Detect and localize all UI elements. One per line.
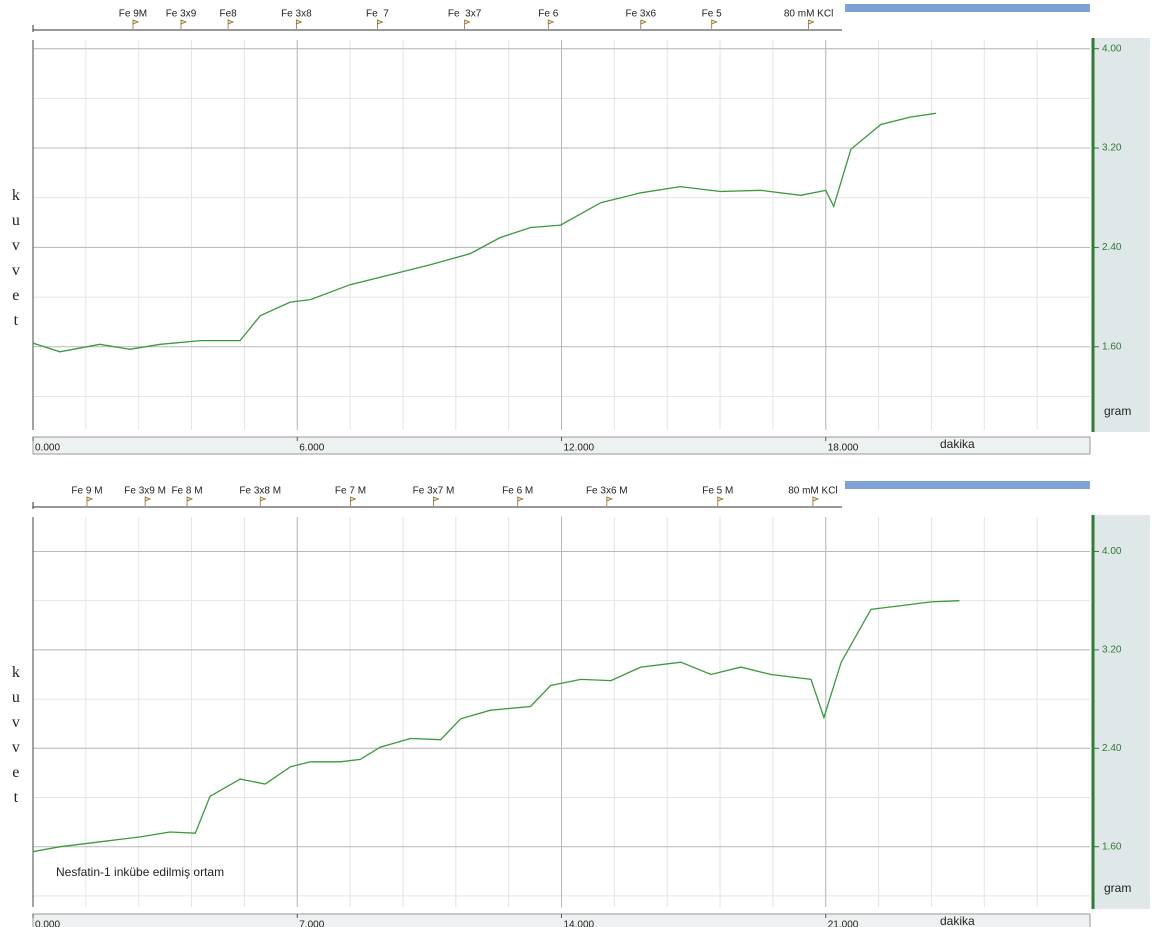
y-tick-label: 1.60: [1102, 341, 1122, 352]
x-axis-label: dakika: [940, 914, 975, 927]
event-label: Fe 3x7 M: [413, 486, 455, 497]
event-flag: [295, 19, 303, 29]
event-flag: [144, 496, 152, 506]
event-label: Fe 5: [702, 9, 722, 20]
x-axis-label: dakika: [940, 437, 975, 451]
event-label: 80 mM KCl: [788, 486, 837, 497]
event-label: Fe 6: [538, 9, 558, 20]
event-flag: [547, 19, 555, 29]
y-axis-strip: [1092, 38, 1150, 432]
event-label: Fe 9 M: [71, 486, 102, 497]
scroll-bar: [845, 4, 1090, 12]
data-line: [32, 600, 960, 853]
y-unit: gram: [1104, 404, 1131, 418]
panel: Fe 9M Fe 3x9 Fe8 Fe 3x8 Fe 7 Fe 3x7 Fe 6 Fe 3x6…: [7, 4, 1150, 455]
event-label: Fe 3x6 M: [586, 486, 628, 497]
event-flag: [517, 496, 524, 506]
y-tick-label: 4.00: [1102, 43, 1122, 54]
event-flag: [606, 496, 613, 506]
y-tick-label: 2.40: [1102, 242, 1122, 253]
y-tick-label: 3.20: [1102, 645, 1122, 656]
y-axis-strip: [1092, 515, 1150, 909]
event-flag: [132, 19, 140, 29]
event-flag: [227, 19, 235, 29]
event-label: Fe 7 M: [335, 486, 366, 497]
event-flag: [377, 19, 384, 29]
data-line: [32, 112, 936, 353]
event-flag: [433, 496, 440, 506]
event-label: Fe 7: [366, 9, 389, 20]
y-tick-label: 1.60: [1102, 841, 1122, 852]
event-label: Fe 3x6: [625, 9, 656, 20]
x-tick-label: 0.000: [35, 443, 60, 454]
event-flag: [186, 496, 194, 506]
event-flag: [259, 496, 267, 506]
event-label: Fe8: [219, 9, 237, 20]
scroll-bar: [845, 481, 1090, 489]
event-label: Fe 6 M: [502, 486, 533, 497]
annotation: Nesfatin-1 inkübe edilmiş ortam: [56, 865, 224, 879]
event-label: Fe 3x9: [166, 9, 197, 20]
event-flag: [464, 19, 471, 29]
x-tick-label: 21.000: [828, 920, 859, 927]
y-axis-label: kuvvet: [7, 187, 24, 337]
y-tick-label: 3.20: [1102, 143, 1122, 154]
event-label: Fe 3x8: [281, 9, 312, 20]
event-label: Fe 3x7: [448, 9, 482, 20]
event-flag: [86, 496, 94, 506]
event-label: Fe 5 M: [702, 486, 733, 497]
event-label: Fe 9M: [119, 9, 147, 20]
event-label: Fe 3x9 M: [124, 486, 166, 497]
x-tick-label: 14.000: [564, 920, 595, 927]
event-flag: [717, 496, 724, 506]
y-axis-label: kuvvet: [7, 664, 24, 814]
x-tick-label: 6.000: [299, 443, 324, 454]
event-flag: [812, 496, 819, 506]
y-tick-label: 2.40: [1102, 743, 1122, 754]
event-label: 80 mM KCl: [784, 9, 833, 20]
x-tick-label: 7.000: [299, 920, 324, 927]
event-flag: [180, 19, 188, 29]
x-tick-label: 12.000: [564, 443, 595, 454]
event-label: Fe 3x8 M: [239, 486, 281, 497]
event-flag: [711, 19, 718, 29]
y-unit: gram: [1104, 881, 1131, 895]
event-flag: [640, 19, 647, 29]
event-flag: [808, 19, 815, 29]
panel: Fe 9 M Fe 3x9 M Fe 8 M Fe 3x8 M Fe 7 M Fe 3x7…: [7, 481, 1150, 927]
event-flag: [350, 496, 357, 506]
event-label: Fe 8 M: [171, 486, 202, 497]
y-tick-label: 4.00: [1102, 546, 1122, 557]
x-tick-label: 18.000: [828, 443, 859, 454]
x-tick-label: 0.000: [35, 920, 60, 927]
